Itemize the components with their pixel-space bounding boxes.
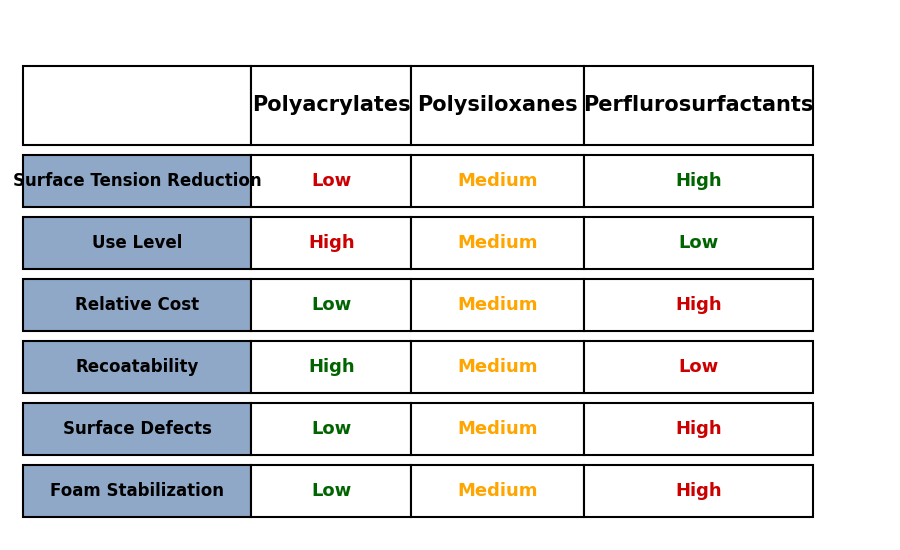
Text: Relative Cost: Relative Cost [75,296,199,314]
Text: High: High [308,358,355,376]
Bar [584,155,813,207]
Text: Surface Defects: Surface Defects [62,420,212,438]
Text: Recoatability: Recoatability [76,358,199,376]
Bar [22,465,251,517]
Text: Low: Low [311,296,352,314]
Bar [411,279,584,331]
Text: Medium: Medium [457,234,538,252]
Bar [251,341,411,393]
Bar [584,341,813,393]
Bar [22,279,251,331]
Bar [584,279,813,331]
Bar [251,279,411,331]
Text: Medium: Medium [457,482,538,500]
Bar [22,217,251,269]
Bar [411,465,584,517]
Bar [251,217,411,269]
Text: Low: Low [679,234,719,252]
Text: Surface Tension Reduction: Surface Tension Reduction [13,172,261,190]
Bar [411,217,584,269]
Text: Medium: Medium [457,172,538,190]
Bar [251,155,411,207]
Text: High: High [308,234,355,252]
Text: High: High [675,172,722,190]
Text: Use Level: Use Level [92,234,182,252]
Bar [251,465,411,517]
Text: Medium: Medium [457,420,538,438]
Text: Medium: Medium [457,296,538,314]
Bar [22,66,251,145]
Bar [584,217,813,269]
Bar [584,403,813,455]
Bar [251,66,411,145]
Text: Polyacrylates: Polyacrylates [252,96,410,115]
Text: Polysiloxanes: Polysiloxanes [418,96,578,115]
Bar [411,155,584,207]
Text: Low: Low [311,172,352,190]
Bar [22,341,251,393]
Text: Low: Low [311,482,352,500]
Bar [411,66,584,145]
Bar [584,465,813,517]
Bar [251,403,411,455]
Text: Medium: Medium [457,358,538,376]
Text: High: High [675,482,722,500]
Text: Perflurosurfactants: Perflurosurfactants [583,96,814,115]
Bar [22,403,251,455]
Bar [411,403,584,455]
Bar [584,66,813,145]
Text: Foam Stabilization: Foam Stabilization [50,482,224,500]
Text: Low: Low [679,358,719,376]
Bar [22,155,251,207]
Text: Low: Low [311,420,352,438]
Text: High: High [675,420,722,438]
Bar [411,341,584,393]
Text: High: High [675,296,722,314]
